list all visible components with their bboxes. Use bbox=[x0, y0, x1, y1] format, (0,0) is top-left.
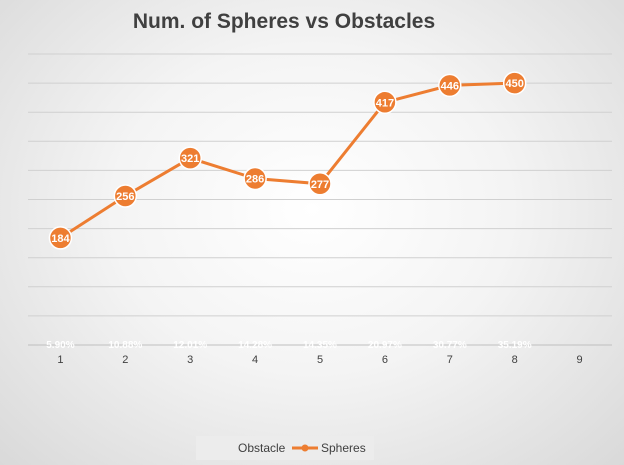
spheres-point bbox=[243, 166, 267, 191]
spheres-point bbox=[48, 226, 73, 250]
legend-marker-spheres-dot bbox=[301, 444, 309, 452]
obstacle-data-label: 30.77% bbox=[433, 340, 467, 351]
gridlines bbox=[28, 53, 612, 317]
x-tick-label: 6 bbox=[382, 354, 388, 366]
spheres-point bbox=[502, 71, 527, 95]
spheres-point bbox=[178, 146, 202, 170]
x-tick-label: 2 bbox=[122, 354, 128, 366]
spheres-data-label: 417 bbox=[376, 97, 394, 109]
spheres-data-label: 450 bbox=[505, 78, 523, 90]
obstacle-data-label: 14.28% bbox=[238, 340, 272, 351]
spheres-series: 184 256 321 286 277 417 446 450 bbox=[48, 71, 527, 250]
spheres-data-label: 286 bbox=[246, 174, 264, 186]
chart-title: Num. of Spheres vs Obstacles bbox=[133, 10, 435, 33]
spheres-data-label: 184 bbox=[51, 233, 70, 245]
legend-label-spheres: Spheres bbox=[321, 441, 366, 455]
x-axis: 1 2 3 4 5 6 7 8 9 bbox=[28, 344, 612, 366]
x-tick-label: 7 bbox=[447, 354, 453, 366]
spheres-point bbox=[308, 172, 332, 196]
spheres-data-label: 321 bbox=[181, 153, 199, 165]
obstacle-data-label: 5.90% bbox=[46, 340, 74, 351]
spheres-point bbox=[113, 184, 138, 208]
x-tick-label: 9 bbox=[576, 354, 582, 366]
spheres-data-label: 277 bbox=[311, 179, 329, 191]
obstacle-data-label: 20.97% bbox=[368, 340, 402, 351]
obstacle-data-labels: 5.90% 10.88% 12.01% 14.28% 14.35% 20.97% 30.77… bbox=[46, 340, 531, 351]
x-tick-label: 3 bbox=[187, 354, 193, 366]
obstacle-data-label: 35.19% bbox=[498, 340, 532, 351]
legend: Obstacle Spheres bbox=[196, 436, 374, 460]
spheres-data-label: 446 bbox=[441, 80, 459, 92]
x-tick-label: 5 bbox=[317, 354, 323, 366]
spheres-data-label: 256 bbox=[116, 191, 134, 203]
x-tick-label: 4 bbox=[252, 354, 258, 366]
x-tick-label: 8 bbox=[512, 354, 518, 366]
obstacle-data-label: 14.35% bbox=[303, 340, 337, 351]
obstacle-data-label: 10.88% bbox=[108, 340, 142, 351]
legend-box bbox=[196, 436, 374, 460]
obstacle-data-label: 12.01% bbox=[173, 340, 207, 351]
spheres-point bbox=[373, 90, 397, 115]
x-tick-label: 1 bbox=[57, 354, 63, 366]
spheres-point bbox=[438, 73, 462, 98]
legend-label-obstacle: Obstacle bbox=[238, 441, 286, 455]
spheres-line bbox=[59, 81, 515, 240]
